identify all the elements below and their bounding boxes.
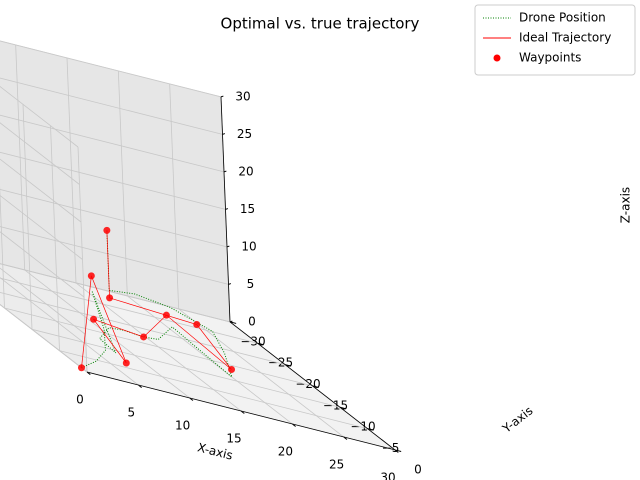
z-tick-label: 25 [237, 127, 252, 141]
grid-line [0, 267, 86, 335]
waypoint [106, 294, 114, 302]
y-axis-label: Y-axis [499, 404, 535, 437]
z-tick-label: 10 [241, 239, 256, 253]
chart-title: Optimal vs. true trajectory [221, 15, 420, 33]
grid-line [0, 226, 229, 285]
tick-mark [367, 428, 374, 431]
grid-line [0, 194, 83, 260]
legend-label: Ideal Trajectory [519, 31, 611, 45]
grid-line [0, 85, 79, 148]
axis-line [229, 321, 396, 451]
legend-label: Drone Position [519, 11, 606, 25]
axis-line [86, 371, 396, 451]
tick-mark [284, 364, 292, 367]
grid-line [59, 350, 368, 429]
z-tick-label: 20 [238, 164, 253, 178]
y-tick-label: −5 [382, 441, 400, 455]
tick-mark [257, 342, 264, 346]
waypoint [193, 321, 201, 329]
grid-line [0, 122, 80, 185]
tick-mark [226, 245, 230, 248]
waypoint [162, 311, 170, 319]
grid-line [4, 307, 313, 387]
grid-line [0, 40, 222, 98]
z-tick-label: 5 [247, 277, 255, 291]
grid-line [0, 189, 228, 248]
grid-line [0, 77, 223, 135]
waypoint [228, 366, 236, 374]
x-tick-label: 15 [226, 431, 241, 445]
z-tick-label: 0 [248, 314, 256, 328]
axis-line [220, 96, 231, 322]
x-tick-label: 10 [175, 418, 190, 432]
legend-label: Waypoints [519, 51, 581, 65]
grid-line [0, 263, 231, 323]
tick-mark [220, 95, 224, 98]
grid-line [0, 114, 225, 173]
z-tick-label: 15 [240, 202, 255, 216]
tick-mark [339, 406, 347, 410]
z-tick-label: 30 [235, 89, 250, 103]
waypoint [140, 333, 148, 341]
grid-line [0, 158, 82, 223]
waypoint [122, 359, 130, 367]
y-tick-label: 0 [414, 462, 422, 476]
trajectory-line [81, 230, 232, 370]
grid-line [0, 151, 226, 210]
z-axis-label: Z-axis [619, 187, 633, 223]
tick-mark [394, 449, 402, 452]
waypoint [87, 272, 95, 280]
x-tick-label: 0 [76, 393, 84, 407]
waypoint [78, 364, 85, 372]
x-tick-label: 5 [128, 405, 136, 419]
x-tick-label: 25 [329, 457, 344, 471]
tick-mark [223, 170, 227, 173]
tick-mark [222, 133, 226, 135]
tick-mark [312, 385, 319, 388]
legend-box [474, 4, 636, 76]
x-tick-label: 30 [380, 470, 395, 480]
grid-line [0, 231, 85, 298]
waypoint [103, 226, 111, 234]
grid-line [0, 277, 258, 344]
grid-line [0, 292, 286, 365]
grid-line [31, 328, 341, 408]
legend-swatch [493, 54, 501, 62]
tick-mark [229, 321, 237, 324]
x-tick-label: 20 [278, 444, 293, 458]
tick-mark [225, 208, 229, 210]
grid-line [0, 303, 88, 373]
waypoint [90, 315, 98, 323]
tick-mark [228, 283, 232, 285]
